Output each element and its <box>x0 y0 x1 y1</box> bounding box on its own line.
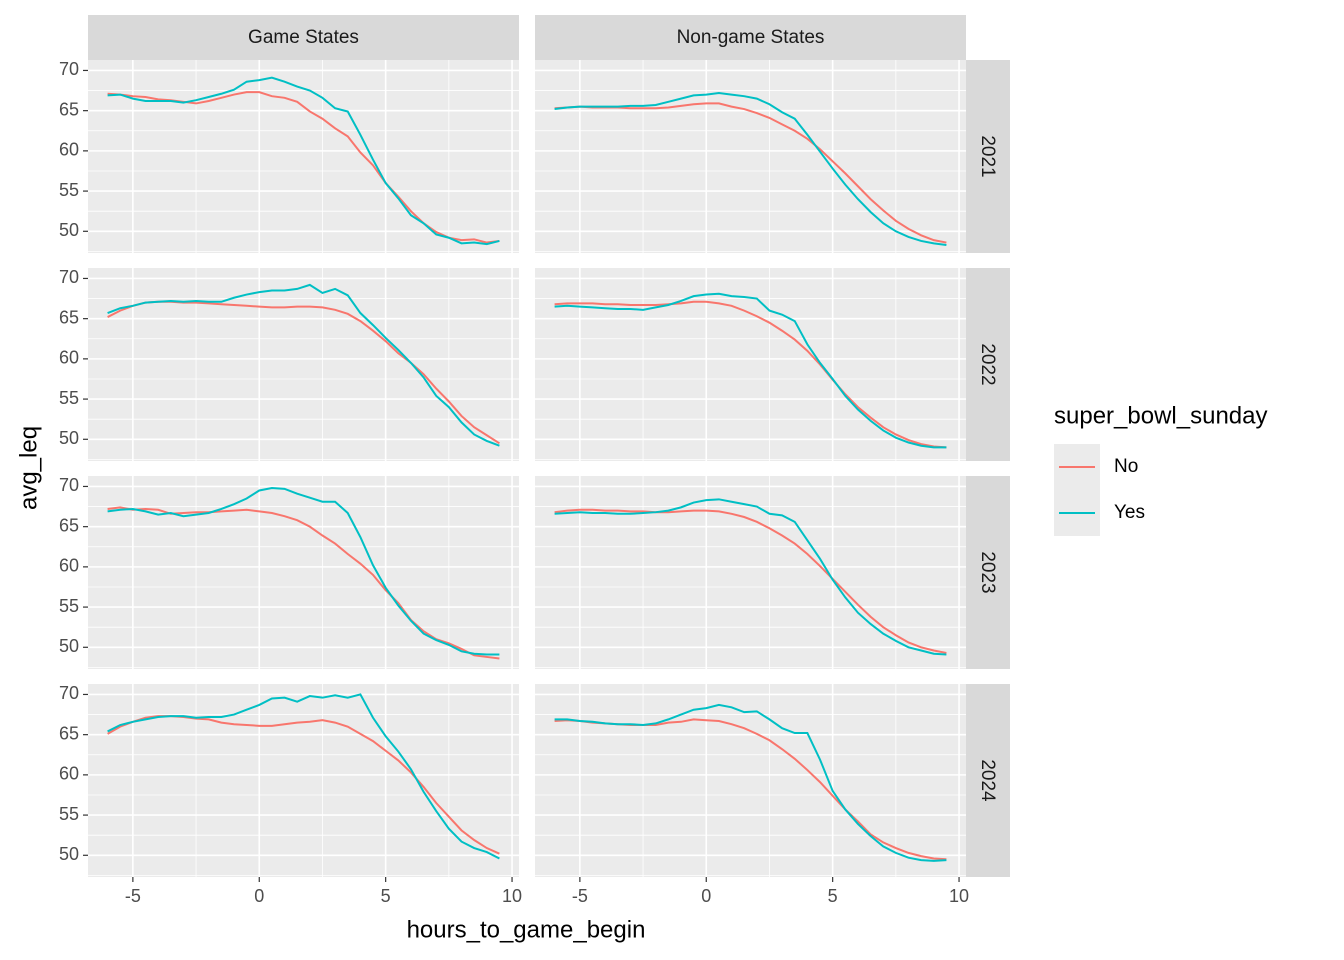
y-tick-label: 65 <box>59 307 79 327</box>
x-tick-label: 0 <box>701 886 711 906</box>
y-tick-label: 55 <box>59 180 79 200</box>
x-tick-label: 10 <box>502 886 522 906</box>
x-tick-label: 5 <box>828 886 838 906</box>
y-tick-label: 70 <box>59 683 79 703</box>
series-line <box>554 292 947 449</box>
y-tick-label: 55 <box>59 804 79 824</box>
series-line <box>107 283 500 447</box>
y-tick-label: 55 <box>59 388 79 408</box>
y-tick-label: 50 <box>59 844 79 864</box>
panel <box>88 476 519 669</box>
y-tick-label: 60 <box>59 140 79 160</box>
legend-label: Yes <box>1114 502 1145 523</box>
strip-label: 2021 <box>977 135 998 177</box>
y-tick-label: 55 <box>59 596 79 616</box>
x-tick-label: -5 <box>125 886 141 906</box>
panel <box>88 684 519 877</box>
strip-label: Non-game States <box>677 27 825 48</box>
series-line <box>554 703 947 862</box>
strip <box>535 15 966 60</box>
panel <box>88 268 519 461</box>
strip-label: Game States <box>248 27 359 48</box>
strip-label: 2024 <box>977 759 998 802</box>
strip <box>88 15 519 60</box>
y-tick-label: 50 <box>59 220 79 240</box>
panel <box>535 60 966 253</box>
panel <box>535 268 966 461</box>
strip <box>965 268 1010 461</box>
series-line <box>107 487 500 656</box>
series-line <box>554 508 947 654</box>
strip <box>965 476 1010 669</box>
y-tick-label: 65 <box>59 515 79 535</box>
strip <box>965 684 1010 877</box>
x-tick-label: -5 <box>572 886 588 906</box>
panel <box>535 476 966 669</box>
y-tick-label: 50 <box>59 636 79 656</box>
legend-title: super_bowl_sunday <box>1054 402 1267 429</box>
series-line <box>107 693 500 860</box>
series-line <box>554 102 947 244</box>
x-tick-label: 5 <box>381 886 391 906</box>
y-tick-label: 70 <box>59 59 79 79</box>
y-tick-label: 70 <box>59 475 79 495</box>
strip-label: 2023 <box>977 551 998 593</box>
y-tick-label: 60 <box>59 764 79 784</box>
y-tick-label: 50 <box>59 428 79 448</box>
y-tick-label: 65 <box>59 723 79 743</box>
y-axis-title: avg_leq <box>15 426 42 510</box>
strip <box>965 60 1010 253</box>
strip-label: 2022 <box>977 343 998 385</box>
panel <box>88 60 519 253</box>
panel <box>535 684 966 877</box>
y-tick-label: 70 <box>59 267 79 287</box>
legend-label: No <box>1114 456 1138 477</box>
series-line <box>107 76 500 246</box>
y-tick-label: 65 <box>59 99 79 119</box>
series-line <box>554 300 947 449</box>
y-tick-label: 60 <box>59 348 79 368</box>
x-tick-label: 0 <box>254 886 264 906</box>
series-line <box>554 91 947 246</box>
x-axis-title: hours_to_game_begin <box>407 916 646 943</box>
series-line <box>554 498 947 656</box>
y-tick-label: 60 <box>59 556 79 576</box>
x-tick-label: 10 <box>949 886 969 906</box>
